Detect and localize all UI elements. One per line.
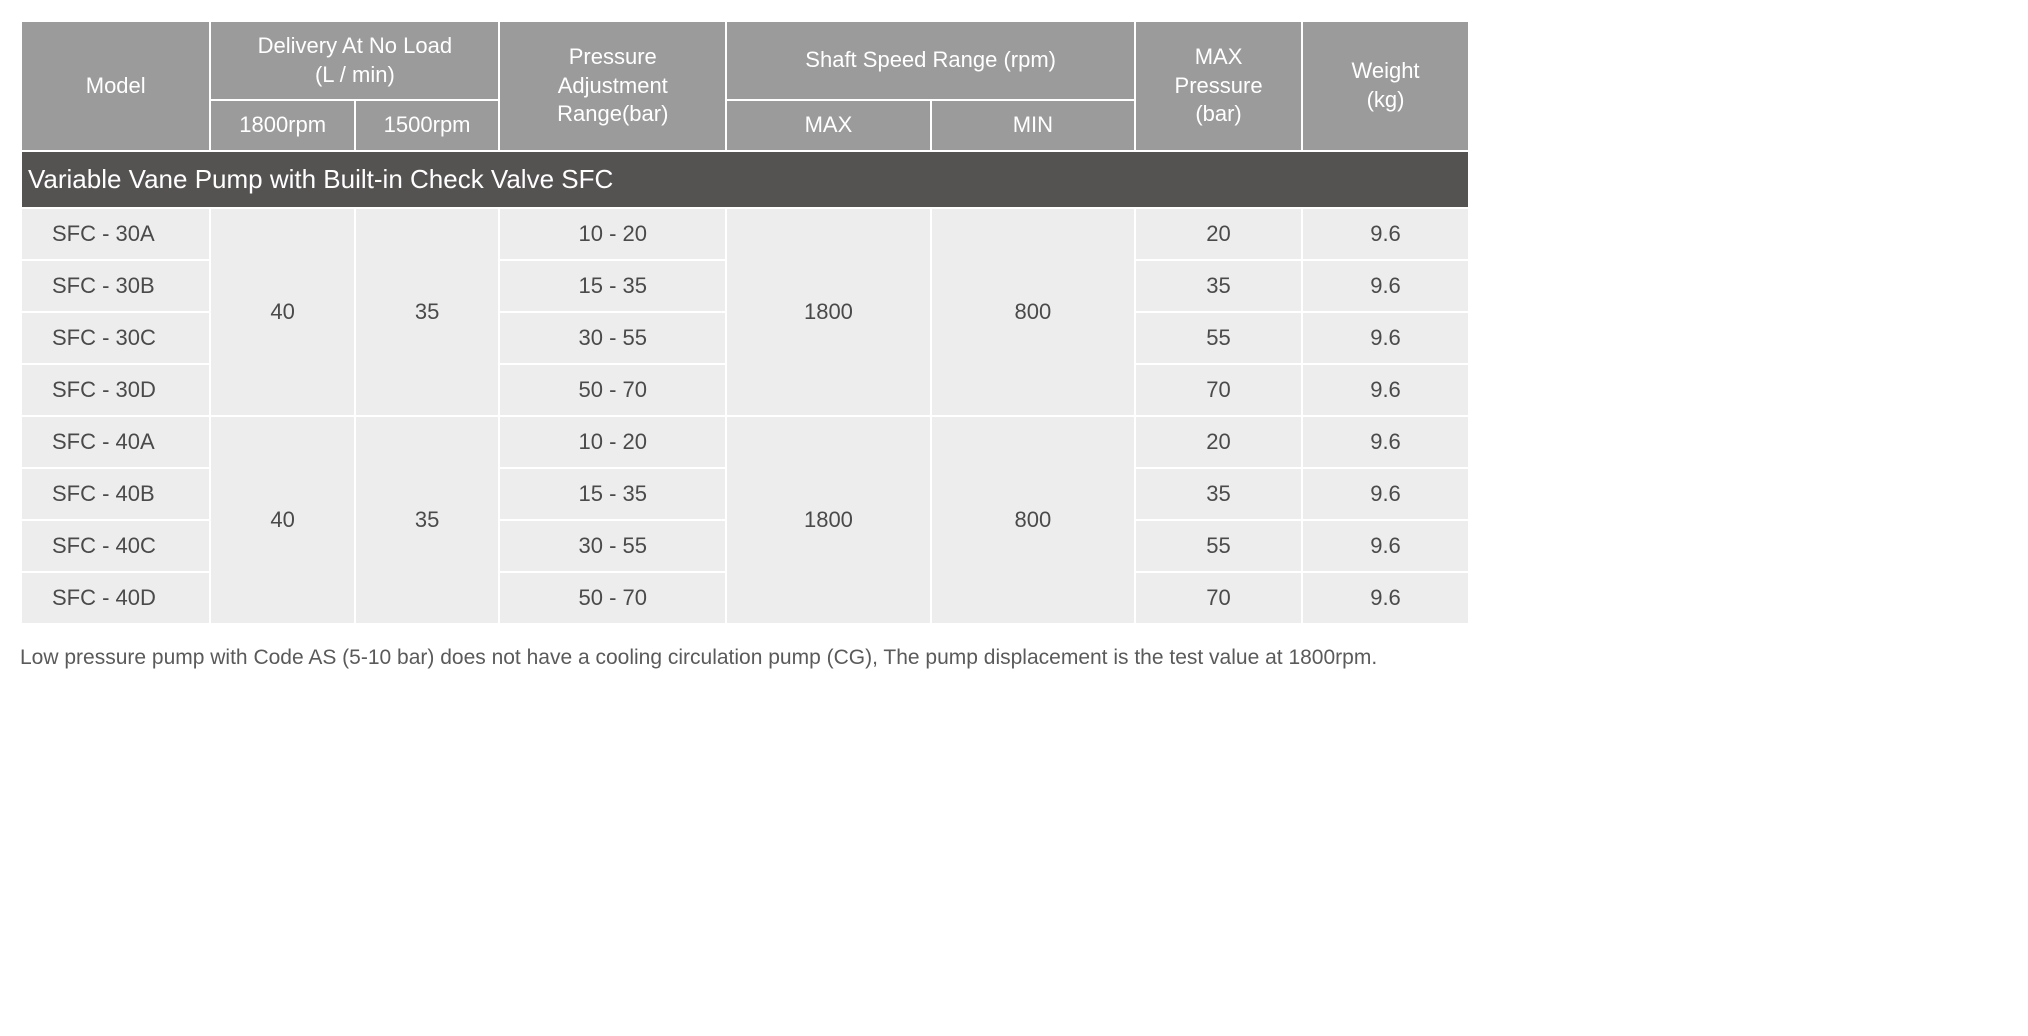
col-header-max-pressure: MAXPressure(bar) [1136,22,1301,150]
table-body: Variable Vane Pump with Built-in Check V… [22,152,1468,623]
cell-delivery-1800: 40 [211,209,353,415]
cell-weight: 9.6 [1303,417,1468,467]
cell-pressure-adj: 10 - 20 [500,417,725,467]
table-row: SFC - 30A 40 35 10 - 20 1800 800 20 9.6 [22,209,1468,259]
cell-model: SFC - 30D [22,365,209,415]
cell-pressure-adj: 10 - 20 [500,209,725,259]
spec-table-container: Model Delivery At No Load(L / min) Press… [20,20,1470,672]
col-header-shaft-group: Shaft Speed Range (rpm) [727,22,1134,99]
cell-max-pressure: 55 [1136,313,1301,363]
spec-table: Model Delivery At No Load(L / min) Press… [20,20,1470,625]
cell-model: SFC - 30C [22,313,209,363]
cell-pressure-adj: 30 - 55 [500,313,725,363]
cell-model: SFC - 30A [22,209,209,259]
cell-shaft-min: 800 [932,209,1134,415]
cell-max-pressure: 20 [1136,209,1301,259]
cell-shaft-max: 1800 [727,417,929,623]
cell-model: SFC - 40A [22,417,209,467]
cell-weight: 9.6 [1303,521,1468,571]
cell-model: SFC - 40C [22,521,209,571]
col-header-delivery-1500: 1500rpm [356,101,498,150]
table-header: Model Delivery At No Load(L / min) Press… [22,22,1468,150]
cell-max-pressure: 70 [1136,573,1301,623]
cell-weight: 9.6 [1303,573,1468,623]
cell-weight: 9.6 [1303,365,1468,415]
cell-pressure-adj: 50 - 70 [500,573,725,623]
section-title: Variable Vane Pump with Built-in Check V… [22,152,1468,207]
section-title-row: Variable Vane Pump with Built-in Check V… [22,152,1468,207]
col-header-delivery-1800: 1800rpm [211,101,353,150]
table-row: SFC - 40A 40 35 10 - 20 1800 800 20 9.6 [22,417,1468,467]
footnote-text: Low pressure pump with Code AS (5-10 bar… [20,643,1470,672]
cell-weight: 9.6 [1303,313,1468,363]
col-header-pressure-adj: PressureAdjustmentRange(bar) [500,22,725,150]
cell-delivery-1500: 35 [356,209,498,415]
col-header-delivery-group: Delivery At No Load(L / min) [211,22,498,99]
col-header-shaft-max: MAX [727,101,929,150]
cell-pressure-adj: 30 - 55 [500,521,725,571]
cell-max-pressure: 20 [1136,417,1301,467]
cell-pressure-adj: 50 - 70 [500,365,725,415]
cell-pressure-adj: 15 - 35 [500,261,725,311]
col-header-weight: Weight(kg) [1303,22,1468,150]
cell-weight: 9.6 [1303,209,1468,259]
cell-max-pressure: 35 [1136,261,1301,311]
cell-model: SFC - 40B [22,469,209,519]
cell-shaft-min: 800 [932,417,1134,623]
cell-weight: 9.6 [1303,469,1468,519]
cell-model: SFC - 40D [22,573,209,623]
cell-max-pressure: 55 [1136,521,1301,571]
cell-max-pressure: 35 [1136,469,1301,519]
col-header-shaft-min: MIN [932,101,1134,150]
col-header-model: Model [22,22,209,150]
cell-weight: 9.6 [1303,261,1468,311]
cell-pressure-adj: 15 - 35 [500,469,725,519]
cell-max-pressure: 70 [1136,365,1301,415]
cell-model: SFC - 30B [22,261,209,311]
cell-delivery-1500: 35 [356,417,498,623]
cell-delivery-1800: 40 [211,417,353,623]
cell-shaft-max: 1800 [727,209,929,415]
